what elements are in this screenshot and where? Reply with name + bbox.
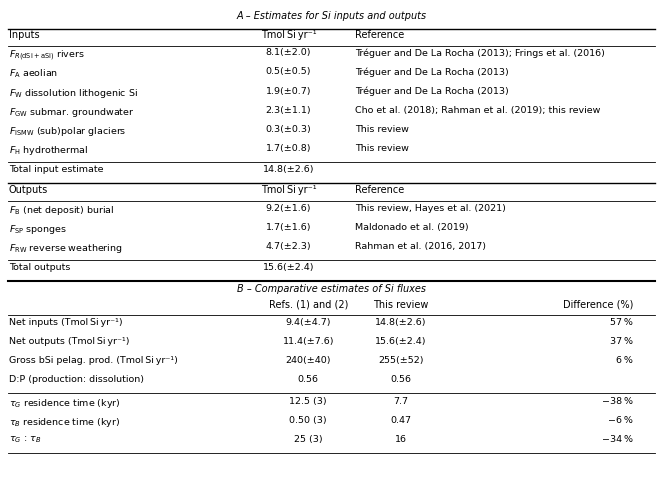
Text: 14.8(±2.6): 14.8(±2.6): [375, 318, 427, 327]
Text: −6 %: −6 %: [608, 416, 633, 425]
Text: Tmol Si yr⁻¹: Tmol Si yr⁻¹: [261, 185, 316, 196]
Text: $F_{\mathrm{GW}}$ submar. groundwater: $F_{\mathrm{GW}}$ submar. groundwater: [9, 106, 134, 119]
Text: 9.2(±1.6): 9.2(±1.6): [266, 204, 311, 213]
Text: $F_{\mathrm{ISMW}}$ (sub)polar glaciers: $F_{\mathrm{ISMW}}$ (sub)polar glaciers: [9, 125, 126, 138]
Text: Tréguer and De La Rocha (2013): Tréguer and De La Rocha (2013): [355, 87, 509, 96]
Text: 37 %: 37 %: [610, 337, 633, 346]
Text: 15.6(±2.4): 15.6(±2.4): [375, 337, 427, 346]
Text: Net inputs (Tmol Si yr⁻¹): Net inputs (Tmol Si yr⁻¹): [9, 318, 122, 327]
Text: Tréguer and De La Rocha (2013); Frings et al. (2016): Tréguer and De La Rocha (2013); Frings e…: [355, 48, 605, 58]
Text: Reference: Reference: [355, 185, 404, 196]
Text: Tréguer and De La Rocha (2013): Tréguer and De La Rocha (2013): [355, 67, 509, 77]
Text: 240(±40): 240(±40): [286, 356, 331, 365]
Text: 1.7(±0.8): 1.7(±0.8): [266, 144, 311, 153]
Text: 7.7: 7.7: [394, 397, 408, 406]
Text: Net outputs (Tmol Si yr⁻¹): Net outputs (Tmol Si yr⁻¹): [9, 337, 129, 346]
Text: −34 %: −34 %: [602, 435, 633, 444]
Text: 255(±52): 255(±52): [379, 356, 424, 365]
Text: $\tau_G$ residence time (kyr): $\tau_G$ residence time (kyr): [9, 397, 120, 410]
Text: 12.5 (3): 12.5 (3): [290, 397, 327, 406]
Text: Total input estimate: Total input estimate: [9, 165, 103, 174]
Text: B – Comparative estimates of Si fluxes: B – Comparative estimates of Si fluxes: [237, 284, 426, 294]
Text: 57 %: 57 %: [610, 318, 633, 327]
Text: Difference (%): Difference (%): [563, 300, 633, 310]
Text: Reference: Reference: [355, 30, 404, 40]
Text: Cho et al. (2018); Rahman et al. (2019); this review: Cho et al. (2018); Rahman et al. (2019);…: [355, 106, 600, 115]
Text: Gross bSi pelag. prod. (Tmol Si yr⁻¹): Gross bSi pelag. prod. (Tmol Si yr⁻¹): [9, 356, 178, 365]
Text: 1.9(±0.7): 1.9(±0.7): [266, 87, 311, 96]
Text: 2.3(±1.1): 2.3(±1.1): [266, 106, 311, 115]
Text: Outputs: Outputs: [9, 185, 48, 196]
Text: D:P (production: dissolution): D:P (production: dissolution): [9, 375, 144, 384]
Text: 4.7(±2.3): 4.7(±2.3): [266, 242, 311, 251]
Text: $F_{\mathrm{A}}$ aeolian: $F_{\mathrm{A}}$ aeolian: [9, 67, 58, 80]
Text: A – Estimates for Si inputs and outputs: A – Estimates for Si inputs and outputs: [237, 11, 426, 21]
Text: Rahman et al. (2016, 2017): Rahman et al. (2016, 2017): [355, 242, 486, 251]
Text: 11.4(±7.6): 11.4(±7.6): [282, 337, 334, 346]
Text: 0.5(±0.5): 0.5(±0.5): [266, 67, 311, 76]
Text: This review: This review: [355, 125, 408, 134]
Text: $F_{\mathrm{SP}}$ sponges: $F_{\mathrm{SP}}$ sponges: [9, 223, 67, 236]
Text: $F_{\mathrm{B}}$ (net deposit) burial: $F_{\mathrm{B}}$ (net deposit) burial: [9, 204, 114, 217]
Text: 15.6(±2.4): 15.6(±2.4): [263, 263, 314, 272]
Text: 16: 16: [395, 435, 407, 444]
Text: $F_{\mathrm{RW}}$ reverse weathering: $F_{\mathrm{RW}}$ reverse weathering: [9, 242, 122, 255]
Text: $\tau_B$ residence time (kyr): $\tau_B$ residence time (kyr): [9, 416, 119, 429]
Text: 1.7(±1.6): 1.7(±1.6): [266, 223, 311, 232]
Text: Refs. (1) and (2): Refs. (1) and (2): [269, 300, 348, 310]
Text: Tmol Si yr⁻¹: Tmol Si yr⁻¹: [261, 30, 316, 40]
Text: −38 %: −38 %: [602, 397, 633, 406]
Text: $F_{\mathrm{H}}$ hydrothermal: $F_{\mathrm{H}}$ hydrothermal: [9, 144, 88, 157]
Text: Total outputs: Total outputs: [9, 263, 70, 272]
Text: 14.8(±2.6): 14.8(±2.6): [263, 165, 314, 174]
Text: $F_{R(\mathrm{dSi+aSi})}$ rivers: $F_{R(\mathrm{dSi+aSi})}$ rivers: [9, 48, 84, 63]
Text: 0.56: 0.56: [391, 375, 412, 384]
Text: This review, Hayes et al. (2021): This review, Hayes et al. (2021): [355, 204, 506, 213]
Text: This review: This review: [355, 144, 408, 153]
Text: 0.50 (3): 0.50 (3): [290, 416, 327, 425]
Text: 9.4(±4.7): 9.4(±4.7): [286, 318, 331, 327]
Text: 0.47: 0.47: [391, 416, 412, 425]
Text: $\tau_G$ : $\tau_B$: $\tau_G$ : $\tau_B$: [9, 435, 41, 445]
Text: 6 %: 6 %: [617, 356, 633, 365]
Text: 8.1(±2.0): 8.1(±2.0): [266, 48, 311, 57]
Text: 0.56: 0.56: [298, 375, 319, 384]
Text: Inputs: Inputs: [9, 30, 39, 40]
Text: This review: This review: [373, 300, 429, 310]
Text: 0.3(±0.3): 0.3(±0.3): [265, 125, 312, 134]
Text: Maldonado et al. (2019): Maldonado et al. (2019): [355, 223, 468, 232]
Text: $F_{\mathrm{W}}$ dissolution lithogenic Si: $F_{\mathrm{W}}$ dissolution lithogenic …: [9, 87, 138, 99]
Text: 25 (3): 25 (3): [294, 435, 323, 444]
